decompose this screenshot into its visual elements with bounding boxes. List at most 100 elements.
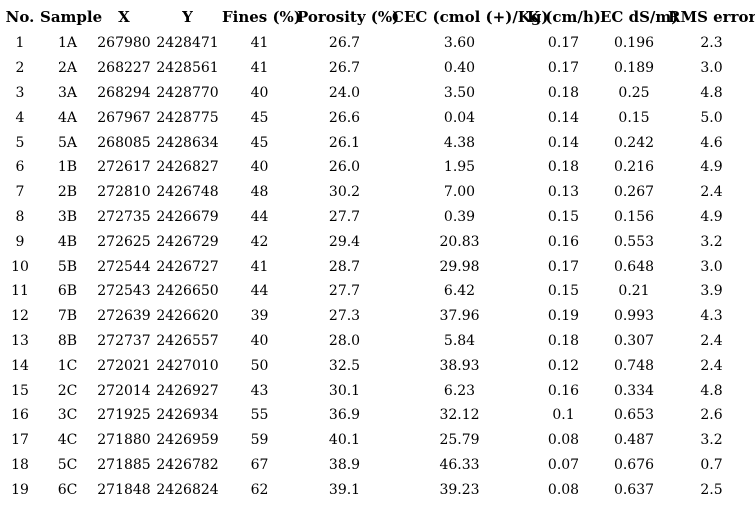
cell-x: 268085 <box>97 134 151 151</box>
cell-x: 268227 <box>97 60 151 77</box>
cell-y: 2426927 <box>156 382 219 399</box>
cell-cec: 46.33 <box>439 456 480 473</box>
cell-fines: 39 <box>250 308 269 325</box>
cell-y: 2426934 <box>156 407 219 424</box>
cell-sample: 2A <box>57 60 78 77</box>
cell-cec: 0.39 <box>443 208 476 225</box>
cell-rms: 2.4 <box>700 357 723 374</box>
cell-ec: 0.15 <box>618 109 650 126</box>
cell-ec: 0.676 <box>613 456 655 473</box>
cell-rms: 5.0 <box>700 109 723 126</box>
cell-fines: 67 <box>250 456 269 473</box>
cell-ec: 0.25 <box>618 84 650 101</box>
cell-ec: 0.267 <box>613 184 655 201</box>
cell-cec: 37.96 <box>439 308 480 325</box>
table-row: 19 6C 271848 2426824 62 39.1 39.23 0.08 0.637 2.5 <box>0 477 755 502</box>
cell-ec: 0.216 <box>613 159 655 176</box>
cell-x: 271848 <box>97 481 151 498</box>
table-row: 10 5B 272544 2426727 41 28.7 29.98 0.17 0.648 3.0 <box>0 254 755 279</box>
cell-porosity: 30.2 <box>328 184 361 201</box>
cell-rms: 3.9 <box>700 283 723 300</box>
table-row: 18 5C 271885 2426782 67 38.9 46.33 0.07 0.676 0.7 <box>0 453 755 478</box>
cell-y: 2428775 <box>156 109 219 126</box>
cell-y: 2426729 <box>156 233 219 250</box>
cell-sample: 6C <box>57 481 78 498</box>
cell-porosity: 39.1 <box>328 481 361 498</box>
cell-rms: 4.6 <box>700 134 723 151</box>
cell-fines: 40 <box>250 84 269 101</box>
cell-ec: 0.21 <box>618 283 650 300</box>
column-header-rms: RMS error <box>668 8 755 26</box>
cell-no: 16 <box>11 407 29 424</box>
cell-porosity: 30.1 <box>328 382 361 399</box>
cell-fines: 62 <box>250 481 269 498</box>
cell-rms: 2.6 <box>700 407 723 424</box>
table-row: 15 2C 272014 2426927 43 30.1 6.23 0.16 0.334 4.8 <box>0 378 755 403</box>
cell-x: 272014 <box>97 382 151 399</box>
table-row: 12 7B 272639 2426620 39 27.3 37.96 0.19 0.993 4.3 <box>0 304 755 329</box>
cell-x: 267967 <box>97 109 151 126</box>
cell-sample: 4A <box>57 109 78 126</box>
table-row: 3 3A 268294 2428770 40 24.0 3.50 0.18 0.25 4.8 <box>0 81 755 106</box>
cell-no: 13 <box>11 332 29 349</box>
cell-k: 0.14 <box>547 109 580 126</box>
cell-fines: 41 <box>250 258 269 275</box>
cell-y: 2426959 <box>156 432 219 449</box>
cell-sample: 5A <box>57 134 78 151</box>
table-row: 1 1A 267980 2428471 41 26.7 3.60 0.17 0.196 2.3 <box>0 31 755 56</box>
cell-porosity: 29.4 <box>328 233 361 250</box>
cell-fines: 45 <box>250 109 269 126</box>
cell-sample: 6B <box>57 283 78 300</box>
cell-ec: 0.993 <box>613 308 655 325</box>
cell-no: 8 <box>15 208 25 225</box>
cell-x: 272625 <box>97 233 151 250</box>
cell-porosity: 24.0 <box>328 84 361 101</box>
cell-fines: 59 <box>250 432 269 449</box>
cell-no: 2 <box>15 60 25 77</box>
cell-no: 3 <box>15 84 25 101</box>
sample-data-table-container: No. Sample X Y Fines (%) Porosity (%) CEC (cmo… <box>0 8 755 502</box>
cell-k: 0.17 <box>547 60 580 77</box>
cell-x: 272735 <box>97 208 151 225</box>
cell-x: 272617 <box>97 159 151 176</box>
cell-cec: 38.93 <box>439 357 480 374</box>
cell-cec: 0.04 <box>443 109 476 126</box>
cell-cec: 20.83 <box>439 233 480 250</box>
cell-fines: 44 <box>250 283 269 300</box>
cell-porosity: 36.9 <box>328 407 361 424</box>
cell-porosity: 26.7 <box>328 35 361 52</box>
cell-x: 271880 <box>97 432 151 449</box>
cell-rms: 4.9 <box>700 208 723 225</box>
cell-fines: 44 <box>250 208 269 225</box>
cell-no: 19 <box>11 481 29 498</box>
cell-y: 2428770 <box>156 84 219 101</box>
cell-no: 9 <box>15 233 25 250</box>
cell-k: 0.12 <box>547 357 580 374</box>
table-row: 7 2B 272810 2426748 48 30.2 7.00 0.13 0.267 2.4 <box>0 180 755 205</box>
cell-porosity: 32.5 <box>328 357 361 374</box>
cell-porosity: 26.6 <box>328 109 361 126</box>
cell-no: 14 <box>11 357 29 374</box>
column-header-sample: Sample <box>40 8 103 26</box>
cell-rms: 2.4 <box>700 332 723 349</box>
cell-sample: 1B <box>57 159 78 176</box>
cell-porosity: 26.7 <box>328 60 361 77</box>
cell-porosity: 26.0 <box>328 159 361 176</box>
cell-x: 267980 <box>97 35 151 52</box>
cell-ec: 0.156 <box>613 208 655 225</box>
cell-ec: 0.307 <box>613 332 655 349</box>
column-header-y: Y <box>182 8 193 26</box>
cell-cec: 25.79 <box>439 432 480 449</box>
cell-rms: 2.5 <box>700 481 723 498</box>
cell-k: 0.13 <box>547 184 580 201</box>
cell-no: 11 <box>11 283 29 300</box>
cell-ec: 0.648 <box>613 258 655 275</box>
cell-k: 0.18 <box>547 332 580 349</box>
cell-cec: 39.23 <box>439 481 480 498</box>
cell-k: 0.17 <box>547 35 580 52</box>
cell-sample: 2C <box>57 382 78 399</box>
cell-sample: 7B <box>57 308 78 325</box>
table-row: 6 1B 272617 2426827 40 26.0 1.95 0.18 0.216 4.9 <box>0 155 755 180</box>
cell-sample: 8B <box>57 332 78 349</box>
cell-x: 272543 <box>97 283 151 300</box>
